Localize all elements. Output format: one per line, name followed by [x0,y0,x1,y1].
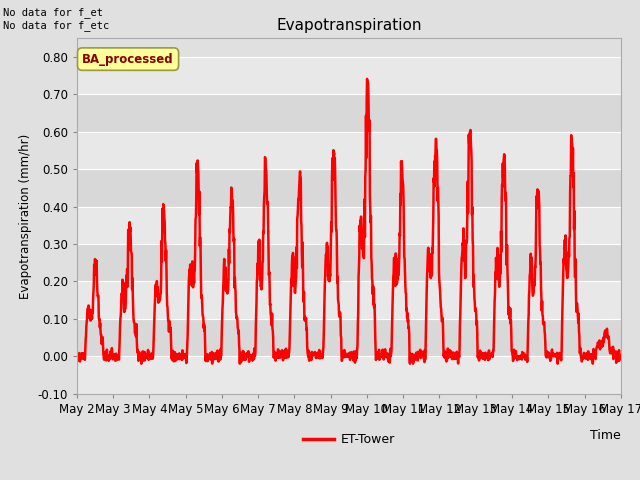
Text: BA_processed: BA_processed [82,53,174,66]
Bar [77,281,621,319]
Bar [77,244,621,281]
Bar [77,132,621,169]
Bar [77,57,621,95]
Legend: ET-Tower: ET-Tower [298,428,399,451]
Y-axis label: Evapotranspiration (mm/hr): Evapotranspiration (mm/hr) [19,133,32,299]
Bar [77,95,621,132]
Bar [77,356,621,394]
Text: Time: Time [590,429,621,442]
Bar [77,207,621,244]
Text: No data for f_et
No data for f_etc: No data for f_et No data for f_etc [3,7,109,31]
Bar [77,169,621,207]
Bar [77,319,621,356]
Title: Evapotranspiration: Evapotranspiration [276,18,422,33]
